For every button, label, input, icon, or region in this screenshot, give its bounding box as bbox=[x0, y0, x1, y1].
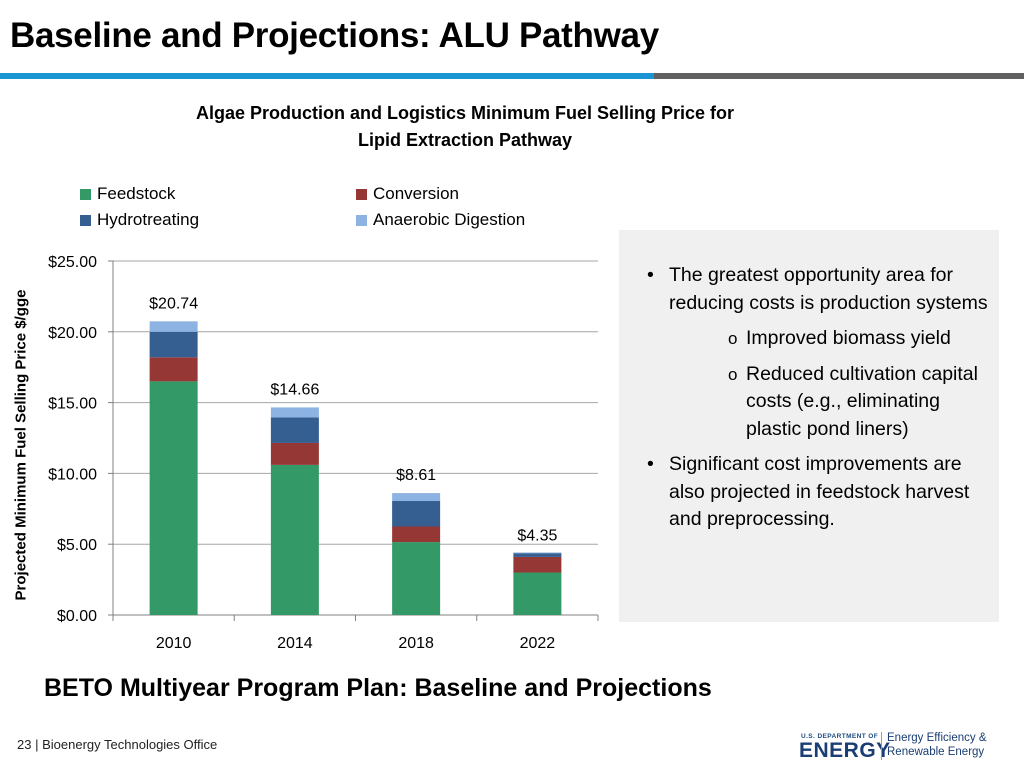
legend-label-anaerobic-digestion: Anaerobic Digestion bbox=[373, 210, 526, 229]
legend-item-hydrotreating: Hydrotreating bbox=[80, 210, 199, 230]
key-points-panel: • The greatest opportunity area for redu… bbox=[619, 230, 999, 622]
y-tick-label: $20.00 bbox=[48, 325, 97, 342]
legend-swatch-hydrotreating bbox=[80, 214, 91, 226]
stacked-bar-chart: $0.00 $5.00 $10.00 $15.00 $20.00 $25.00 $20.74… bbox=[48, 254, 599, 652]
x-tick-label: 2022 bbox=[520, 635, 556, 652]
logo-office: Energy Efficiency & Renewable Energy bbox=[887, 732, 987, 759]
legend-item-anaerobic-digestion: Anaerobic Digestion bbox=[356, 210, 525, 230]
logo-energy-word: ENERGY bbox=[799, 739, 891, 762]
bullet-dot-icon: • bbox=[647, 453, 654, 475]
logo-office-line2: Renewable Energy bbox=[887, 745, 985, 758]
y-tick-label: $25.00 bbox=[48, 254, 97, 271]
chart-title-line2: Lipid Extraction Pathway bbox=[357, 130, 573, 150]
legend-item-feedstock: Feedstock bbox=[80, 184, 175, 204]
bar-segment bbox=[392, 501, 441, 527]
page-number: 23 bbox=[17, 737, 32, 752]
legend-swatch-feedstock bbox=[80, 188, 91, 200]
bullet-text: The greatest opportunity area for reduci… bbox=[669, 264, 988, 314]
bar-segment bbox=[270, 417, 319, 443]
hollow-circle-bullet-icon: o bbox=[728, 329, 738, 348]
legend-swatch-conversion bbox=[356, 188, 367, 200]
title-rule-gray bbox=[654, 73, 1024, 79]
bar-segment bbox=[392, 526, 441, 543]
legend-label-hydrotreating: Hydrotreating bbox=[97, 210, 200, 229]
legend-swatch-anaerobic-digestion bbox=[356, 214, 367, 226]
y-tick-label: $15.00 bbox=[48, 396, 97, 413]
slide-title: Baseline and Projections: ALU Pathway bbox=[10, 16, 659, 55]
bar-segment bbox=[149, 381, 198, 615]
bullet-item: • The greatest opportunity area for redu… bbox=[643, 262, 988, 443]
logo-divider bbox=[881, 732, 882, 760]
sub-bullet-item: o Reduced cultivation capital costs (e.g… bbox=[669, 361, 988, 444]
bar-total-label: $14.66 bbox=[270, 381, 319, 398]
bar-segment bbox=[149, 321, 198, 332]
bar-segment bbox=[149, 357, 198, 382]
logo-office-line1: Energy Efficiency & bbox=[887, 732, 987, 744]
footer-org: Bioenergy Technologies Office bbox=[42, 737, 218, 752]
legend-label-feedstock: Feedstock bbox=[97, 184, 176, 203]
bar-total-label: $20.74 bbox=[149, 295, 198, 312]
x-tick-label: 2010 bbox=[156, 635, 192, 652]
chart-legend: Feedstock Conversion Hydrotreating Anaer… bbox=[78, 184, 598, 236]
bullet-item: • Significant cost improvements are also… bbox=[643, 451, 988, 534]
bar-segment bbox=[513, 556, 562, 573]
legend-item-conversion: Conversion bbox=[356, 184, 459, 204]
logo-dept-line: U.S. DEPARTMENT OF bbox=[801, 733, 879, 740]
hollow-circle-bullet-icon: o bbox=[728, 364, 738, 384]
chart-title-line1: Algae Production and Logistics Minimum F… bbox=[195, 103, 735, 123]
bar-segment bbox=[270, 442, 319, 465]
bar-segment bbox=[270, 464, 319, 615]
y-tick-label: $5.00 bbox=[57, 537, 97, 554]
x-tick-label: 2014 bbox=[277, 635, 313, 652]
bar-segment bbox=[513, 552, 562, 557]
y-tick-label: $10.00 bbox=[48, 466, 97, 483]
sub-bullet-item: o Improved biomass yield bbox=[669, 325, 988, 353]
bar-segment bbox=[513, 572, 562, 615]
bar-segment bbox=[513, 552, 562, 554]
bar-total-label: $8.61 bbox=[396, 467, 436, 484]
sub-bullet-list: o Improved biomass yield o Reduced culti… bbox=[669, 325, 988, 443]
title-rule-blue bbox=[0, 73, 654, 79]
x-tick-label: 2018 bbox=[398, 635, 434, 652]
bottom-heading: BETO Multiyear Program Plan: Baseline an… bbox=[44, 674, 712, 702]
bar-segment bbox=[270, 407, 319, 418]
bullet-text: Significant cost improvements are also p… bbox=[669, 453, 970, 530]
bullet-dot-icon: • bbox=[647, 264, 654, 286]
legend-label-conversion: Conversion bbox=[373, 184, 459, 203]
bar-segment bbox=[392, 542, 441, 615]
bar-total-label: $4.35 bbox=[517, 527, 557, 544]
bullet-list: • The greatest opportunity area for redu… bbox=[643, 262, 988, 542]
y-tick-label: $0.00 bbox=[57, 608, 97, 625]
page-footer: 23 | Bioenergy Technologies Office bbox=[17, 737, 217, 752]
footer-separator: | bbox=[35, 737, 39, 752]
bar-segment bbox=[392, 493, 441, 502]
bar-segment bbox=[149, 331, 198, 358]
chart-title: Algae Production and Logistics Minimum F… bbox=[160, 100, 770, 154]
sub-bullet-text: Reduced cultivation capital costs (e.g.,… bbox=[746, 362, 978, 440]
doe-eere-logo: U.S. DEPARTMENT OF ENERGY Energy Efficie… bbox=[797, 730, 1007, 762]
sub-bullet-text: Improved biomass yield bbox=[746, 327, 951, 349]
